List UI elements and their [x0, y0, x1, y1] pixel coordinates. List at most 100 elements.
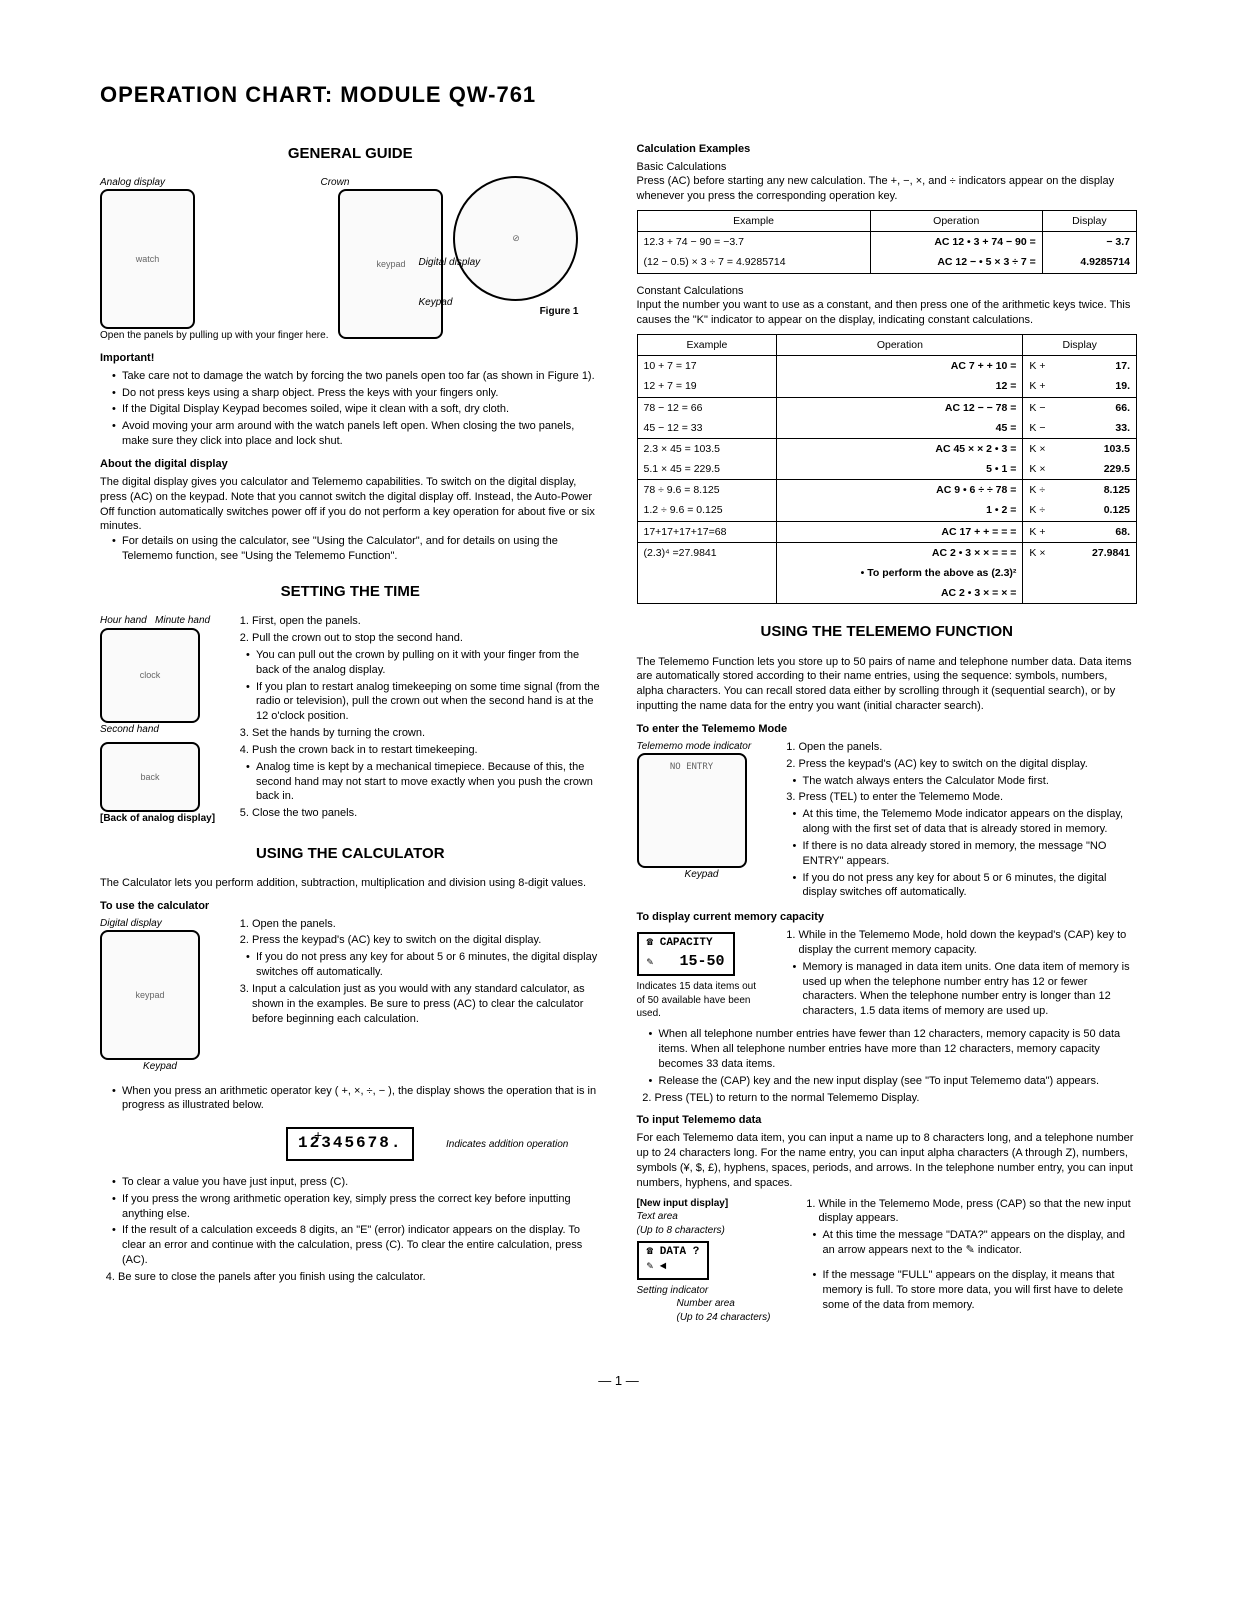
- watch-face-figure: clock: [100, 628, 200, 723]
- second-hand-label: Second hand: [100, 723, 220, 737]
- to-use-calc-heading: To use the calculator: [100, 899, 601, 914]
- table-cell: 12.3 + 74 − 90 = −3.7: [637, 232, 870, 253]
- telememo-keypad-figure: NO ENTRY: [637, 753, 747, 868]
- lcd-caption: Indicates addition operation: [446, 1138, 568, 1152]
- list-item: If you do not press any key for about 5 …: [246, 950, 601, 980]
- data-lcd: ☎ DATA ? ✎ ◄: [637, 1241, 710, 1280]
- calculator-lcd: 12345678.: [286, 1127, 414, 1161]
- page-number: — 1 —: [100, 1372, 1137, 1390]
- table-cell: AC 2 • 3 × × = = =: [777, 542, 1023, 563]
- list-item: Analog time is kept by a mechanical time…: [246, 760, 601, 805]
- table-cell: [1023, 583, 1063, 604]
- constant-calc-table: Example Operation Display 10 + 7 = 17AC …: [637, 334, 1138, 604]
- analog-watch-figure: watch: [100, 189, 195, 329]
- digital-display-label: Digital display: [418, 256, 480, 270]
- list-item: If you plan to restart analog timekeepin…: [246, 680, 601, 725]
- table-cell: 12 =: [777, 376, 1023, 397]
- table-cell: 45 − 12 = 33: [637, 418, 777, 439]
- table-cell: 10 + 7 = 17: [637, 356, 777, 377]
- table-cell: [1023, 563, 1063, 583]
- th-operation: Operation: [870, 211, 1042, 232]
- table-cell: AC 45 × × 2 • 3 =: [777, 438, 1023, 459]
- list-item: If the message "FULL" appears on the dis…: [813, 1268, 1138, 1313]
- list-item: Push the crown back in to restart timeke…: [252, 743, 601, 758]
- table-cell: 17+17+17+17=68: [637, 521, 777, 542]
- table-cell: 17.: [1063, 356, 1137, 377]
- capacity-lcd: ☎ CAPACITY ✎ 15-50: [637, 932, 735, 976]
- about-digital-list: For details on using the calculator, see…: [100, 534, 601, 564]
- page-title: OPERATION CHART: MODULE QW-761: [100, 80, 1137, 110]
- digital-display-label-2: Digital display: [100, 917, 220, 931]
- about-digital-heading: About the digital display: [100, 457, 601, 472]
- table-cell: AC 17 + + = = =: [777, 521, 1023, 542]
- list-item: Do not press keys using a sharp object. …: [112, 386, 601, 401]
- table-cell: AC 7 + + 10 =: [777, 356, 1023, 377]
- plus-indicator: +: [314, 1126, 322, 1145]
- th-operation: Operation: [777, 335, 1023, 356]
- setting-time-heading: SETTING THE TIME: [100, 582, 601, 602]
- press-note: When you press an arithmetic operator ke…: [112, 1084, 601, 1114]
- list-item: At this time the message "DATA?" appears…: [813, 1228, 1138, 1258]
- table-cell: 5.1 × 45 = 229.5: [637, 459, 777, 480]
- text-area-label: Text area (Up to 8 characters): [637, 1210, 787, 1237]
- table-cell: AC 12 • 3 + 74 − 90 =: [870, 232, 1042, 253]
- table-cell: K +: [1023, 356, 1063, 377]
- table-cell: − 3.7: [1042, 232, 1136, 253]
- setting-indicator-label: Setting indicator: [637, 1284, 787, 1298]
- table-cell: [1063, 583, 1137, 604]
- th-example: Example: [637, 211, 870, 232]
- keypad-label-3: Keypad: [637, 868, 767, 882]
- table-cell: 1.2 ÷ 9.6 = 0.125: [637, 500, 777, 521]
- table-cell: 78 − 12 = 66: [637, 397, 777, 418]
- th-display: Display: [1023, 335, 1137, 356]
- watch-back-figure: back: [100, 742, 200, 812]
- basic-calc-heading: Basic Calculations: [637, 160, 1138, 175]
- table-cell: K ×: [1023, 459, 1063, 480]
- list-item: Take care not to damage the watch by for…: [112, 369, 601, 384]
- table-cell: 5 • 1 =: [777, 459, 1023, 480]
- list-item: While in the Telememo Mode, hold down th…: [799, 928, 1138, 958]
- th-display: Display: [1042, 211, 1136, 232]
- input-data-heading: To input Telememo data: [637, 1113, 1138, 1128]
- table-cell: K −: [1023, 397, 1063, 418]
- table-cell: 78 ÷ 9.6 = 8.125: [637, 480, 777, 501]
- new-input-label: [New input display]: [637, 1197, 787, 1211]
- table-cell: 0.125: [1063, 500, 1137, 521]
- list-item: To clear a value you have just input, pr…: [112, 1175, 601, 1190]
- table-cell: • To perform the above as (2.3)²: [777, 563, 1023, 583]
- list-item: Be sure to close the panels after you fi…: [118, 1270, 601, 1285]
- table-cell: 27.9841: [1063, 542, 1137, 563]
- telememo-indicator-label: Telememo mode indicator: [637, 740, 767, 754]
- list-item: First, open the panels.: [252, 614, 601, 629]
- crown-label: Crown: [320, 176, 443, 190]
- list-item: If you do not press any key for about 5 …: [793, 871, 1138, 901]
- table-cell: K ÷: [1023, 500, 1063, 521]
- open-panels-caption: Open the panels by pulling up with your …: [100, 329, 328, 343]
- list-item: Press the keypad's (AC) key to switch on…: [799, 757, 1138, 772]
- using-calculator-heading: USING THE CALCULATOR: [100, 844, 601, 864]
- telememo-heading: USING THE TELEMEMO FUNCTION: [637, 622, 1138, 642]
- enter-telememo-heading: To enter the Telememo Mode: [637, 722, 1138, 737]
- table-cell: 66.: [1063, 397, 1137, 418]
- keypad-label-2: Keypad: [100, 1060, 220, 1074]
- table-cell: (2.3)⁴ =27.9841: [637, 542, 777, 563]
- list-item: If the Digital Display Keypad becomes so…: [112, 402, 601, 417]
- table-cell: (12 − 0.5) × 3 ÷ 7 = 4.9285714: [637, 252, 870, 273]
- list-item: The watch always enters the Calculator M…: [793, 774, 1138, 789]
- table-cell: 33.: [1063, 418, 1137, 439]
- calculator-intro: The Calculator lets you perform addition…: [100, 876, 601, 891]
- list-item: Pull the crown out to stop the second ha…: [252, 631, 601, 646]
- table-cell: 19.: [1063, 376, 1137, 397]
- table-cell: 45 =: [777, 418, 1023, 439]
- constant-calc-intro: Input the number you want to use as a co…: [637, 298, 1138, 328]
- constant-calc-heading: Constant Calculations: [637, 284, 1138, 299]
- table-cell: 68.: [1063, 521, 1137, 542]
- table-cell: AC 12 − − 78 =: [777, 397, 1023, 418]
- minute-hand-label: Minute hand: [155, 615, 210, 626]
- table-cell: [1063, 563, 1137, 583]
- table-cell: AC 9 • 6 ÷ ÷ 78 =: [777, 480, 1023, 501]
- table-cell: 4.9285714: [1042, 252, 1136, 273]
- table-cell: [637, 583, 777, 604]
- about-digital-body: The digital display gives you calculator…: [100, 475, 601, 534]
- table-cell: 8.125: [1063, 480, 1137, 501]
